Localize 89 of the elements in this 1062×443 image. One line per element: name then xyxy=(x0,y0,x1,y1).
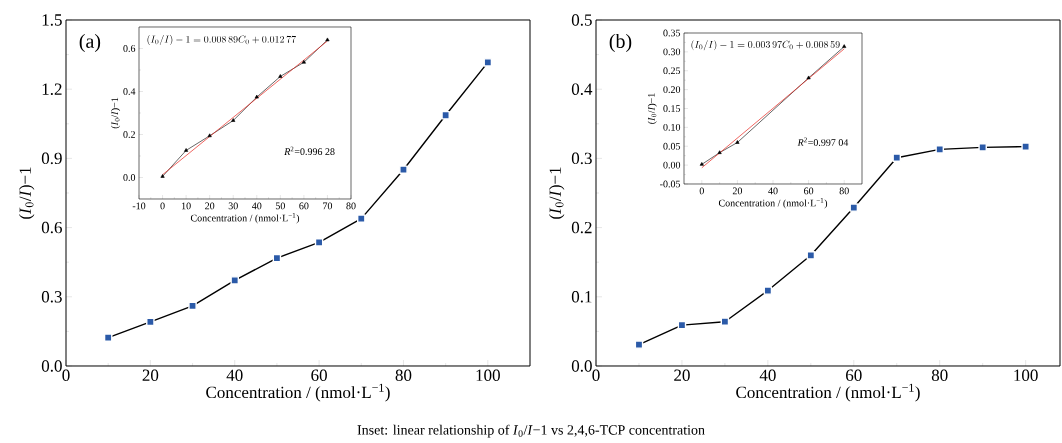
point xyxy=(254,94,259,99)
x-axis-title: Concentration / (nmol·L$^{−1}$) xyxy=(206,383,390,402)
y-tick-label: 0.0 xyxy=(41,360,62,372)
x-tick-label: 20 xyxy=(732,187,743,195)
y-tick-label: -0.05 xyxy=(660,180,681,188)
y-tick-label: 0.4 xyxy=(123,88,136,95)
annotation: $(I_{0}/I)-1=0.003\,97C_{0}+0.008\,59$ xyxy=(691,40,840,51)
y-tick-label: 0.10 xyxy=(663,123,681,131)
point xyxy=(978,143,987,152)
point xyxy=(160,174,165,178)
annotation: $(I_{0}/I)-1=0.008\,89C_{0}+0.012\,77$ xyxy=(147,35,296,46)
annotation: R$^{2}$=0.997 04 xyxy=(797,137,849,146)
point xyxy=(325,37,330,42)
point xyxy=(184,148,189,152)
point xyxy=(763,286,773,295)
point xyxy=(441,110,450,120)
y-tick-label: 0.30 xyxy=(663,48,681,56)
x-tick-label: 60 xyxy=(311,369,327,381)
x-tick-label: 40 xyxy=(759,369,776,381)
point xyxy=(735,140,740,144)
x-tick-label: 80 xyxy=(931,369,948,381)
x-tick-label: 10 xyxy=(181,202,191,210)
point xyxy=(207,133,212,138)
x-tick-label: 40 xyxy=(226,369,243,381)
point xyxy=(849,203,859,212)
y-tick-label: 0.4 xyxy=(571,83,593,95)
x-axis-title: Concentration / (nmol·L$^{−1}$) xyxy=(190,213,300,224)
point xyxy=(301,59,306,64)
point xyxy=(231,118,236,122)
point xyxy=(806,251,816,260)
point xyxy=(717,150,722,154)
y-tick-label: 0.05 xyxy=(663,142,681,150)
x-tick-label: 50 xyxy=(275,202,285,210)
y-tick-label: 0.6 xyxy=(123,45,136,52)
point xyxy=(806,75,811,80)
y-tick-label: 0.1 xyxy=(571,291,592,303)
x-tick-label: 100 xyxy=(1014,369,1038,381)
y-tick-label: 0.9 xyxy=(41,152,62,165)
x-tick-label: 80 xyxy=(395,369,412,381)
y-tick-label: 0.3 xyxy=(571,152,592,165)
text: Inset: linear relationship of I$_{0}$/I−1 vs 2,4,6-TCP concentration xyxy=(357,424,705,438)
x-tick-label: -10 xyxy=(132,202,146,210)
x-tick-label: 0 xyxy=(592,369,600,381)
point xyxy=(399,165,408,174)
x-tick-label: 20 xyxy=(142,369,159,381)
x-tick-label: 100 xyxy=(476,369,500,381)
x-tick-label: 40 xyxy=(768,187,778,195)
x-tick-label: 60 xyxy=(299,202,309,210)
point xyxy=(935,145,944,154)
y-tick-label: 1.5 xyxy=(42,14,62,26)
y-tick-label: 1.2 xyxy=(42,83,62,95)
y-tick-label: 0.6 xyxy=(41,221,62,234)
text: (b) xyxy=(609,33,632,53)
point xyxy=(1021,142,1030,151)
x-tick-label: 80 xyxy=(346,202,356,210)
point xyxy=(699,162,704,166)
point xyxy=(356,214,366,223)
point xyxy=(278,74,283,78)
x-axis-title: Concentration / (nmol·L$^{−1}$) xyxy=(736,383,920,402)
y-tick-label: 0.15 xyxy=(663,105,681,112)
point xyxy=(230,276,240,285)
y-tick-label: 0.0 xyxy=(571,360,592,372)
point xyxy=(720,317,730,326)
y-tick-label: 0.5 xyxy=(571,14,592,26)
x-axis-title: Concentration / (nmol·L$^{−1}$) xyxy=(718,198,828,209)
x-tick-label: 60 xyxy=(846,369,862,381)
x-tick-label: 70 xyxy=(323,202,333,210)
y-tick-label: 0.00 xyxy=(663,161,681,169)
y-tick-label: 0.35 xyxy=(663,29,681,37)
annotation: R$^{2}$=0.996 28 xyxy=(284,146,335,156)
x-tick-label: 40 xyxy=(251,202,262,210)
x-tick-label: 60 xyxy=(804,187,814,195)
y-tick-label: 0.3 xyxy=(41,291,62,303)
x-tick-label: 0 xyxy=(699,187,704,195)
point xyxy=(314,238,324,247)
y-tick-label: 0.0 xyxy=(123,174,136,181)
y-tick-label: 0.2 xyxy=(123,131,135,138)
point xyxy=(892,153,902,162)
point xyxy=(842,44,847,48)
x-tick-label: 0 xyxy=(160,202,165,210)
x-tick-label: 0 xyxy=(62,369,70,381)
x-tick-label: 80 xyxy=(839,187,849,195)
y-tick-label: 0.20 xyxy=(663,86,681,94)
x-tick-label: 20 xyxy=(205,202,215,210)
x-tick-label: 20 xyxy=(674,369,690,381)
text: (a) xyxy=(79,33,101,53)
x-tick-label: 30 xyxy=(228,202,238,210)
y-tick-label: 0.25 xyxy=(663,67,681,75)
y-tick-label: 0.2 xyxy=(571,221,592,234)
